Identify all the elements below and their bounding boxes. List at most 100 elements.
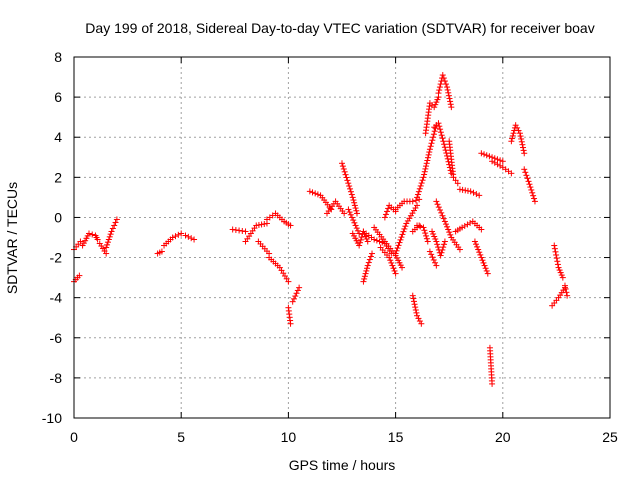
data-point [426,248,433,255]
data-point [483,152,490,159]
data-point [232,226,239,233]
data-point [287,222,294,229]
data-point [345,180,352,187]
data-point [387,257,394,264]
plot-frame [73,56,611,419]
data-point [558,272,565,279]
data-point [415,188,422,195]
data-point [482,265,489,272]
data-point [434,241,441,248]
data-point [361,273,368,280]
data-point [434,201,441,208]
data-point [421,168,428,175]
data-point [376,238,383,245]
data-point [412,304,419,311]
data-point [461,222,468,229]
data-point [379,239,386,246]
data-point [112,219,119,226]
data-point [430,230,437,237]
data-point [394,245,401,252]
data-point [435,90,442,97]
data-point [447,101,454,108]
data-point [428,140,435,147]
data-point [499,158,506,165]
data-point [395,242,402,249]
data-point [357,239,364,246]
data-point [445,92,452,99]
data-point [107,231,114,238]
data-point [464,187,471,194]
y-axis-label: SDTVAR / TECUs [4,182,20,294]
data-point [416,185,423,192]
data-point [427,143,434,150]
data-point [242,228,249,235]
tick-labels: 0 5 10 15 20 25 -10 -8 -6 -4 -2 0 2 4 6 8 [42,49,618,445]
data-point [438,249,445,256]
data-point [391,267,398,274]
data-point [185,233,192,240]
data-point [384,208,391,215]
data-point [436,123,443,130]
data-point [473,241,479,248]
data-point [261,220,268,227]
data-point [440,244,447,251]
data-point [462,187,469,194]
data-point [437,129,444,136]
data-point [446,229,453,236]
data-point [411,301,418,308]
data-point [555,264,562,271]
data-point [429,137,436,144]
data-point [417,223,424,230]
data-point [293,290,300,297]
data-point [512,122,519,129]
data-point [433,99,440,106]
data-point [363,267,370,274]
data-point [191,236,198,243]
data-point [414,312,421,319]
data-point [430,131,437,138]
data-point [287,320,294,327]
data-point [413,309,420,316]
data-point [400,228,407,235]
data-point [421,171,428,178]
data-point [525,178,532,185]
y-tick-label: -4 [50,290,63,306]
y-tick-label: 8 [54,49,62,65]
data-point [423,232,430,239]
data-point [412,306,419,313]
data-point [399,231,406,238]
data-point [364,262,371,269]
data-point [441,144,448,151]
data-point [476,249,483,256]
y-tick-label: -8 [50,370,63,386]
data-point [296,284,303,291]
data-point [385,205,392,212]
data-point [442,81,449,88]
data-point [369,250,376,257]
data-point [421,227,428,234]
data-point [357,236,364,243]
data-point [106,233,113,240]
data-point [389,262,396,269]
data-point [423,163,430,170]
data-point [417,182,424,189]
data-point [436,84,443,91]
data-point [113,216,120,223]
data-point [478,254,485,261]
data-point [401,225,408,232]
data-point [435,120,442,127]
data-point [312,190,319,197]
x-axis-label: GPS time / hours [289,457,396,473]
data-point [178,230,185,237]
data-point [426,146,433,153]
data-point [434,96,441,103]
x-tick-label: 5 [177,429,185,445]
data-point [433,198,440,205]
data-point [494,156,501,163]
data-point [444,84,451,91]
data-point [418,180,425,187]
data-point [423,235,430,242]
data-point [478,226,485,233]
data-point [409,292,416,299]
